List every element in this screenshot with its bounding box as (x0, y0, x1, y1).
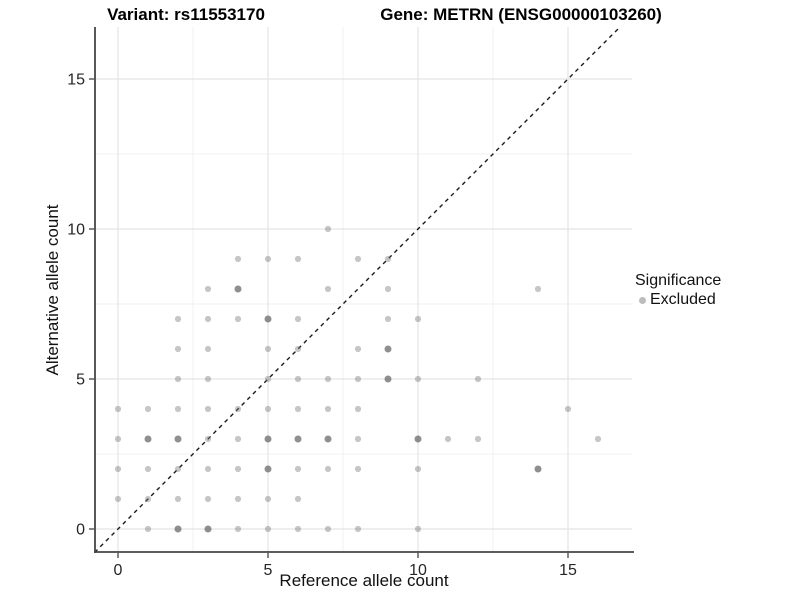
svg-text:10: 10 (409, 562, 427, 579)
svg-text:10: 10 (67, 222, 85, 239)
svg-text:0: 0 (114, 562, 123, 579)
legend: Significance Excluded (635, 272, 721, 309)
svg-text:0: 0 (76, 522, 85, 539)
svg-text:5: 5 (76, 372, 85, 389)
legend-item-excluded: Excluded (635, 291, 721, 309)
svg-text:15: 15 (67, 72, 85, 89)
y-axis-title: Alternative allele count (43, 204, 62, 376)
x-axis-title: Reference allele count (279, 571, 449, 590)
gene-title: Gene: METRN (ENSG00000103260) (380, 5, 662, 24)
variant-title: Variant: rs11553170 (107, 5, 265, 24)
svg-text:5: 5 (264, 562, 273, 579)
legend-item-label: Excluded (650, 291, 716, 308)
excluded-point-icon (639, 296, 646, 304)
svg-text:15: 15 (559, 562, 577, 579)
legend-title: Significance (635, 272, 722, 289)
